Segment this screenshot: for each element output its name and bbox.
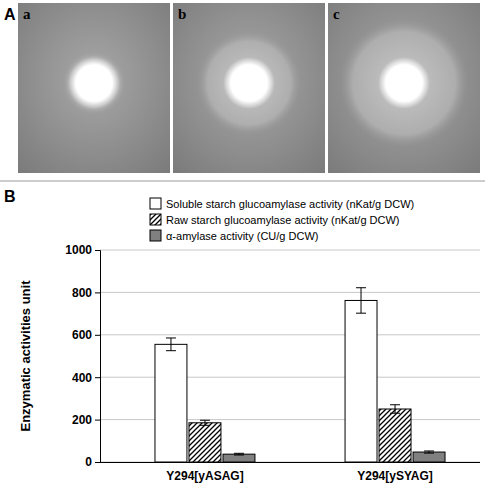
- bar: [345, 300, 377, 462]
- tick-label: Y294[ySYAG]: [357, 469, 433, 483]
- tick-label: 400: [72, 371, 92, 385]
- tick-label: 1000: [65, 243, 92, 257]
- error-stem: [204, 420, 205, 425]
- bar: [223, 454, 255, 462]
- axis-line: [100, 462, 480, 463]
- plate-photo: a: [18, 3, 170, 173]
- error-cap: [424, 450, 434, 451]
- tick-mark: [95, 462, 100, 463]
- legend-label: α-amylase activity (CU/g DCW): [166, 230, 318, 242]
- colony: [223, 57, 275, 109]
- tick-mark: [95, 377, 100, 378]
- tick: 400: [72, 371, 100, 385]
- halo: [340, 19, 468, 147]
- bars: [155, 288, 445, 462]
- halo: [197, 31, 301, 135]
- error-cap: [200, 425, 210, 426]
- bar: [379, 409, 411, 462]
- error-stem: [361, 288, 362, 313]
- panel-a: Aa b c: [4, 3, 480, 173]
- grid: [100, 250, 480, 462]
- series: [189, 405, 411, 462]
- plate-photo: b: [173, 3, 325, 173]
- error-cap: [200, 420, 210, 421]
- y-axis: 0 200 400 600 800 1000: [65, 243, 100, 469]
- panel-label: A: [4, 6, 16, 23]
- plate-photo: c: [328, 3, 480, 173]
- error-bar: [390, 405, 400, 413]
- error-cap: [424, 453, 434, 454]
- legend-swatch: [150, 198, 161, 209]
- error-cap: [234, 453, 244, 454]
- legend-label: Raw starch glucoamylase activity (nKat/g…: [166, 214, 400, 226]
- tick: Y294[yASAG]: [166, 462, 243, 483]
- bar: [189, 423, 221, 462]
- error-cap: [234, 455, 244, 456]
- tick-mark: [95, 292, 100, 293]
- tick-mark: [95, 335, 100, 336]
- error-bar: [234, 453, 244, 455]
- grid-line: [100, 292, 480, 293]
- error-bar: [200, 420, 210, 425]
- divider: [0, 181, 485, 182]
- error-cap: [356, 287, 366, 288]
- subpanel-label: a: [23, 6, 31, 22]
- axis-line: [95, 251, 101, 463]
- tick: 600: [72, 328, 100, 342]
- axis-title: Enzymatic activities unit: [18, 280, 33, 432]
- grid-line: [100, 250, 480, 251]
- subpanel-label: b: [178, 6, 186, 22]
- series: [155, 288, 377, 462]
- series: [223, 451, 445, 462]
- photo-background: [173, 3, 325, 173]
- tick-mark: [95, 250, 100, 251]
- tick-label: Y294[yASAG]: [166, 469, 243, 483]
- legend: Soluble starch glucoamylase activity (nK…: [150, 198, 414, 242]
- photo-background: [328, 3, 480, 173]
- bar: [155, 344, 187, 462]
- error-bar: [166, 338, 176, 351]
- error-stem: [170, 338, 171, 351]
- legend-swatch: [150, 230, 161, 241]
- subpanel-label: c: [333, 6, 340, 22]
- legend-label: Soluble starch glucoamylase activity (nK…: [166, 198, 414, 210]
- bar: [413, 452, 445, 462]
- x-axis: Y294[yASAG] Y294[ySYAG]: [100, 462, 480, 483]
- error-bar: [424, 451, 434, 453]
- figure: Aa b c B 0 200 400 600 800 1000 Y294[yASAG] Y294[yS…: [0, 0, 485, 500]
- colony: [378, 57, 430, 109]
- error-cap: [356, 313, 366, 314]
- tick: Y294[ySYAG]: [357, 462, 433, 483]
- error-bar: [356, 288, 366, 313]
- error-cap: [166, 337, 176, 338]
- tick: 800: [72, 286, 100, 300]
- tick: 200: [72, 413, 100, 427]
- tick-mark: [95, 420, 100, 421]
- tick: 1000: [65, 243, 100, 257]
- error-stem: [395, 405, 396, 413]
- legend-swatch: [150, 214, 161, 225]
- tick-label: 200: [72, 413, 92, 427]
- halo: [62, 51, 126, 115]
- tick: 0: [85, 455, 100, 469]
- colony: [68, 57, 120, 109]
- panel-label: B: [4, 188, 16, 205]
- error-cap: [166, 350, 176, 351]
- grid-line: [100, 334, 480, 335]
- tick-label: 0: [85, 455, 92, 469]
- error-cap: [390, 404, 400, 405]
- tick-label: 800: [72, 286, 92, 300]
- photo-background: [18, 3, 170, 173]
- error-cap: [390, 413, 400, 414]
- tick-label: 600: [72, 328, 92, 342]
